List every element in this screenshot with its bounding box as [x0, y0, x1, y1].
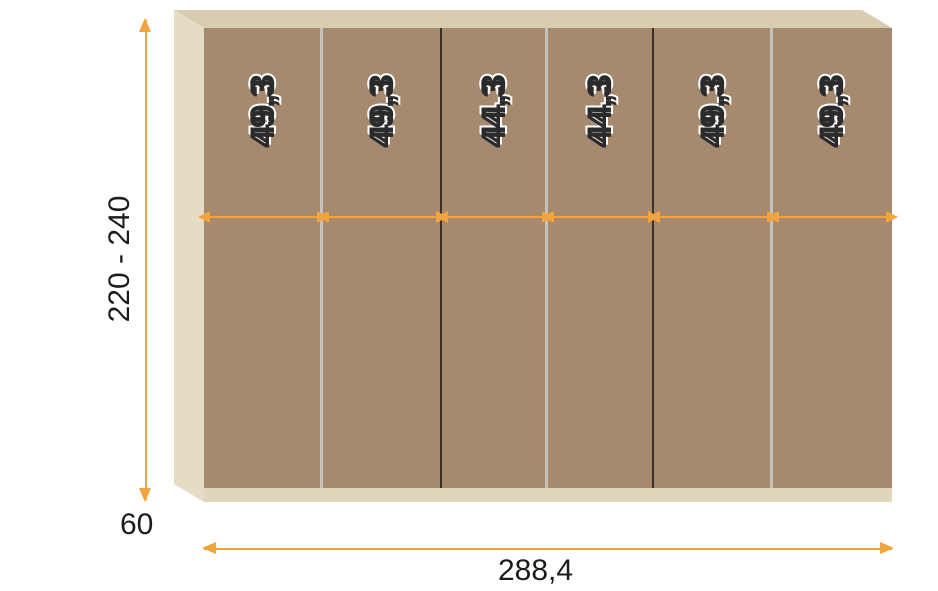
door-width-dim: [210, 216, 317, 218]
door-width-dim: [779, 216, 886, 218]
door-width-label: 44,3: [475, 68, 515, 148]
arrowhead: [139, 488, 151, 502]
door-width-dim: [554, 216, 648, 218]
door-width-label: 49,3: [363, 68, 403, 148]
height-dim-line: [145, 20, 147, 500]
width-label: 288,4: [498, 554, 573, 588]
door-width-label: 49,3: [244, 68, 284, 148]
width-dim-line: [204, 548, 892, 550]
arrowhead: [880, 542, 894, 554]
door-width-dim: [660, 216, 767, 218]
door-width-label: 44,3: [581, 68, 621, 148]
arrowhead: [202, 542, 216, 554]
cabinet-front: [204, 28, 892, 488]
arrowhead: [139, 18, 151, 32]
height-label: 220 - 240: [103, 169, 137, 349]
door-width-dim: [448, 216, 542, 218]
door-width-label: 49,3: [813, 68, 853, 148]
door-width-dim: [329, 216, 436, 218]
door-width-label: 49,3: [694, 68, 734, 148]
depth-label: 60: [120, 508, 153, 542]
plinth: [204, 488, 892, 502]
